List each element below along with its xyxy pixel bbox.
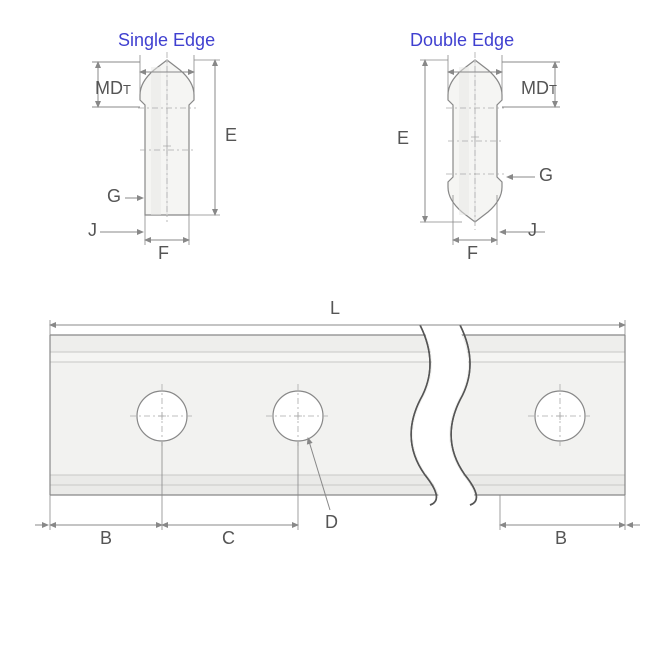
rail-side-view <box>35 320 640 530</box>
double-edge-title: Double Edge <box>410 30 514 51</box>
label-d: D <box>325 512 338 533</box>
technical-diagram: Single Edge Double Edge MDT E G J F MDT … <box>0 0 670 670</box>
label-b-right: B <box>555 528 567 549</box>
label-l: L <box>330 298 340 319</box>
label-e-double: E <box>397 128 409 149</box>
label-g-double: G <box>539 165 553 186</box>
label-mdt-single: MDT <box>95 78 131 99</box>
label-f-double: F <box>467 243 478 264</box>
single-edge-title: Single Edge <box>118 30 215 51</box>
label-e-single: E <box>225 125 237 146</box>
diagram-svg <box>0 0 670 670</box>
label-b-left: B <box>100 528 112 549</box>
label-c: C <box>222 528 235 549</box>
label-j-single: J <box>88 220 97 241</box>
label-j-double: J <box>528 220 537 241</box>
label-f-single: F <box>158 243 169 264</box>
label-mdt-double: MDT <box>521 78 557 99</box>
label-g-single: G <box>107 186 121 207</box>
